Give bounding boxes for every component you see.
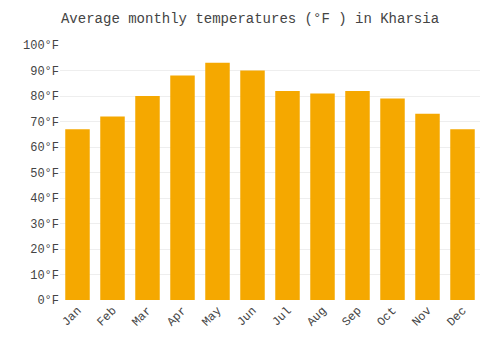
svg-text:70°F: 70°F bbox=[30, 116, 59, 130]
svg-text:90°F: 90°F bbox=[30, 65, 59, 79]
svg-text:100°F: 100°F bbox=[23, 39, 59, 53]
svg-text:Aug: Aug bbox=[304, 304, 329, 329]
svg-text:Sep: Sep bbox=[339, 304, 364, 329]
svg-text:Dec: Dec bbox=[444, 304, 469, 329]
svg-text:Nov: Nov bbox=[409, 304, 434, 329]
svg-text:0°F: 0°F bbox=[37, 294, 59, 308]
svg-text:May: May bbox=[199, 304, 224, 329]
svg-text:60°F: 60°F bbox=[30, 141, 59, 155]
svg-text:50°F: 50°F bbox=[30, 167, 59, 181]
svg-text:Jan: Jan bbox=[59, 304, 84, 329]
svg-text:80°F: 80°F bbox=[30, 90, 59, 104]
svg-text:30°F: 30°F bbox=[30, 218, 59, 232]
svg-text:20°F: 20°F bbox=[30, 243, 59, 257]
svg-text:10°F: 10°F bbox=[30, 269, 59, 283]
svg-text:Apr: Apr bbox=[164, 304, 189, 329]
svg-text:Feb: Feb bbox=[94, 304, 119, 329]
svg-text:Mar: Mar bbox=[129, 304, 154, 329]
svg-text:Jun: Jun bbox=[234, 304, 259, 329]
svg-text:Average monthly temperatures (: Average monthly temperatures (°F ) in Kh… bbox=[61, 11, 439, 27]
svg-text:40°F: 40°F bbox=[30, 192, 59, 206]
svg-text:Oct: Oct bbox=[374, 304, 399, 329]
svg-text:Jul: Jul bbox=[269, 304, 294, 329]
